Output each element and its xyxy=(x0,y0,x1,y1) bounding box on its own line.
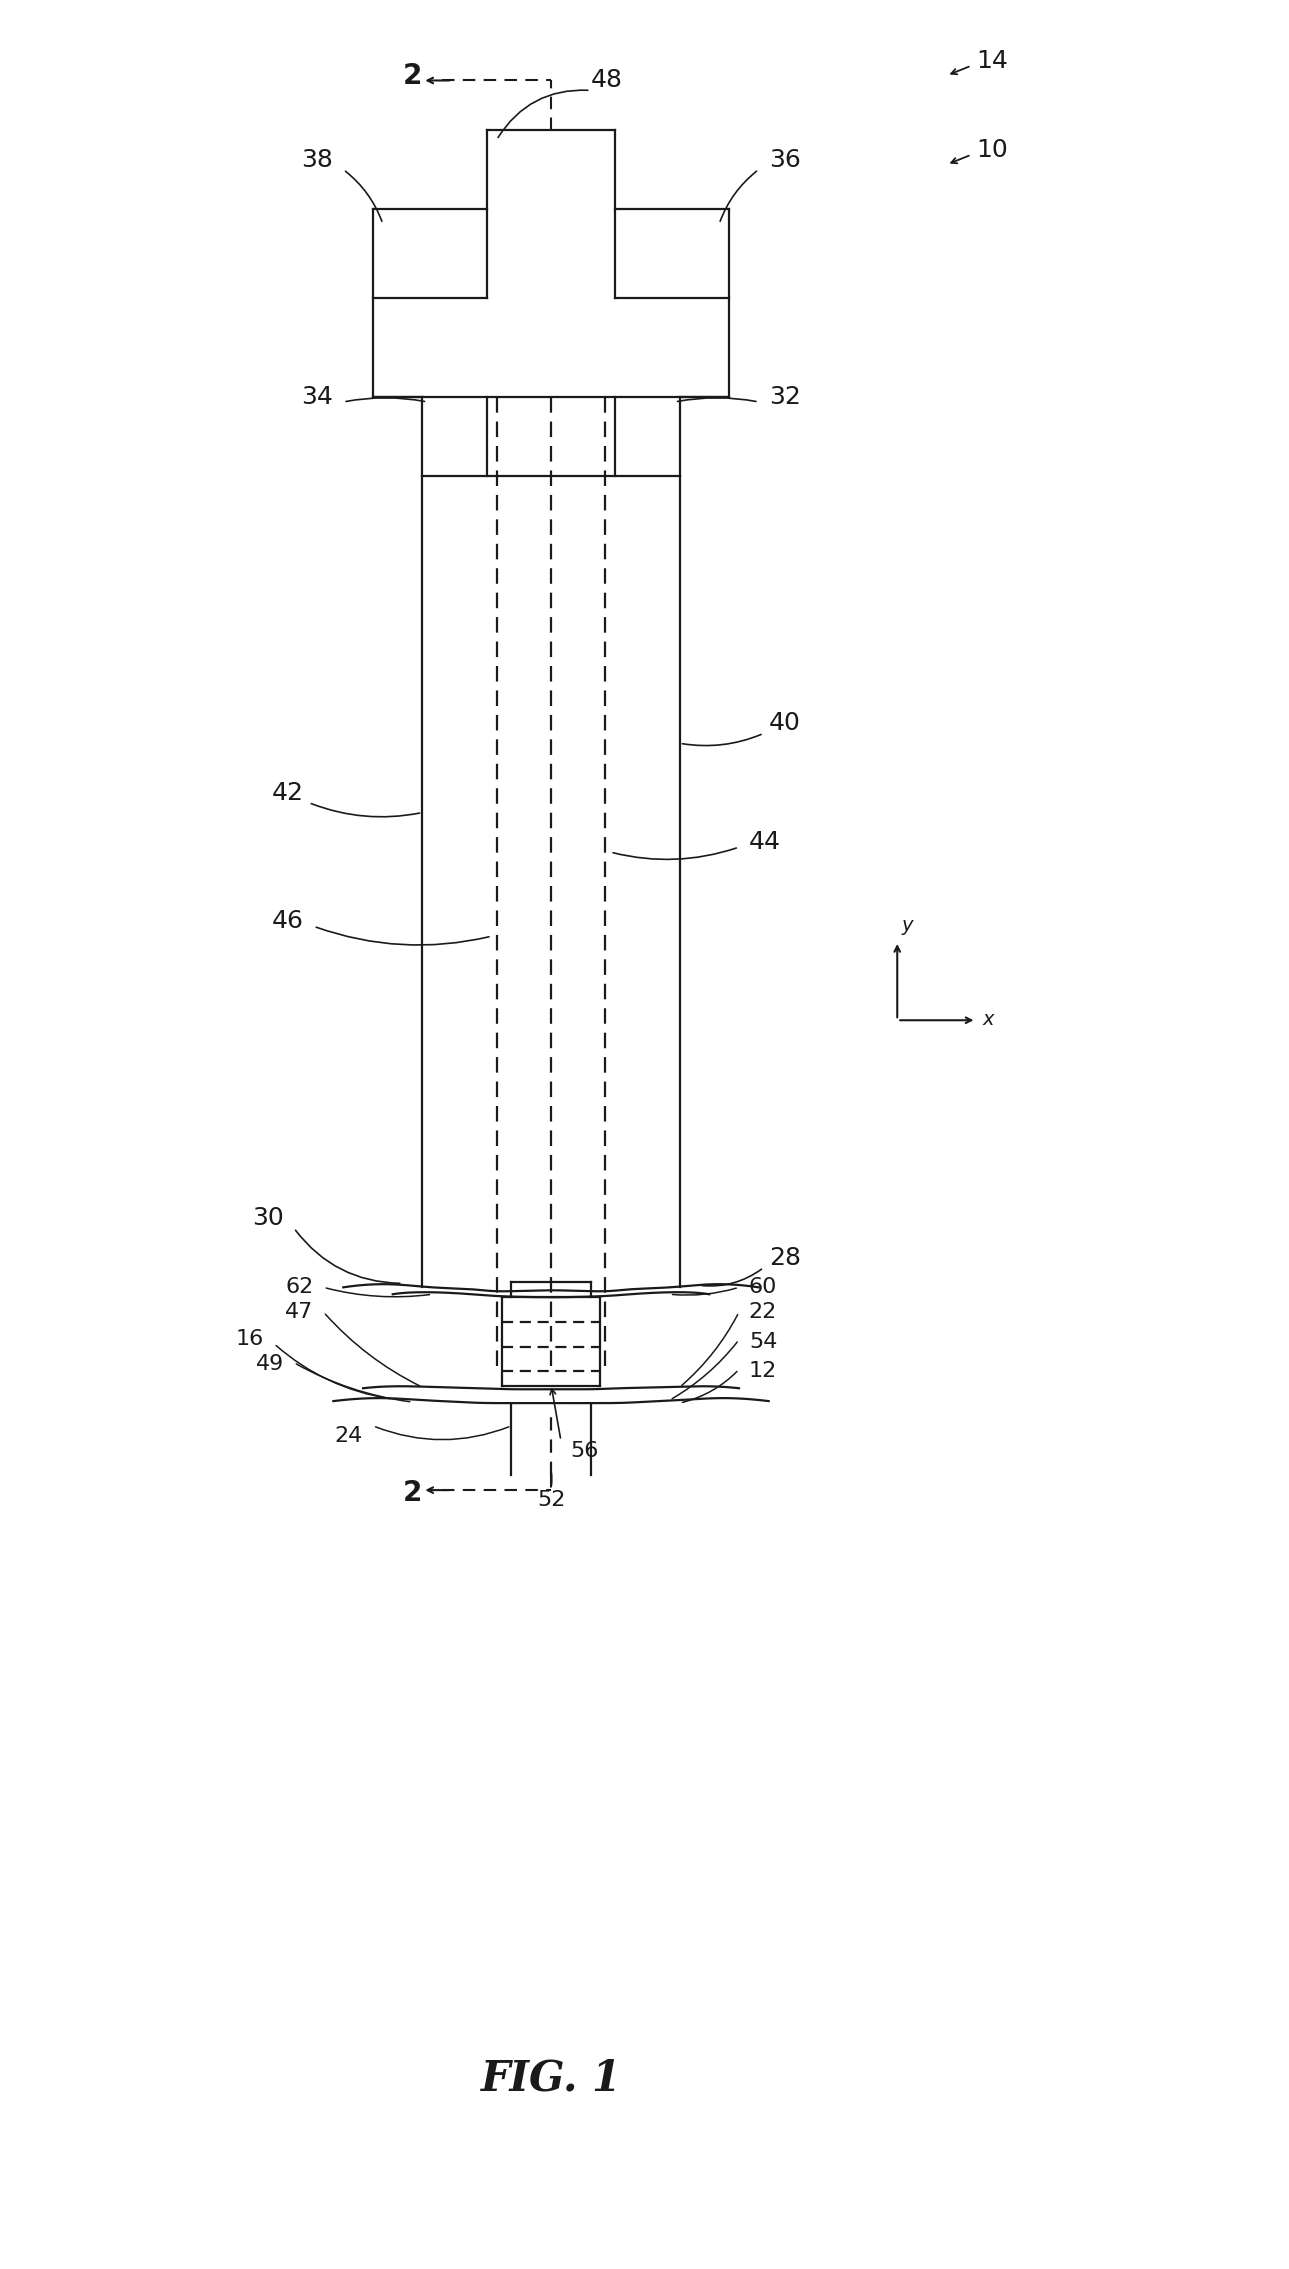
Text: 32: 32 xyxy=(768,386,800,408)
Text: 10: 10 xyxy=(976,138,1008,161)
Text: 36: 36 xyxy=(768,147,800,172)
Text: 22: 22 xyxy=(749,1302,777,1323)
Text: 52: 52 xyxy=(536,1491,565,1509)
Text: 49: 49 xyxy=(255,1355,284,1375)
Text: 24: 24 xyxy=(335,1425,363,1445)
Text: 16: 16 xyxy=(236,1330,264,1348)
Text: 38: 38 xyxy=(302,147,334,172)
Text: 28: 28 xyxy=(768,1246,800,1271)
Text: 14: 14 xyxy=(976,48,1008,73)
Text: 46: 46 xyxy=(272,910,304,933)
Text: y: y xyxy=(901,917,913,935)
Text: 34: 34 xyxy=(302,386,334,408)
Text: 40: 40 xyxy=(768,712,800,735)
Text: 12: 12 xyxy=(749,1361,777,1382)
Text: 54: 54 xyxy=(749,1332,777,1352)
Text: 2: 2 xyxy=(403,61,423,88)
Text: 47: 47 xyxy=(285,1302,313,1323)
Text: 2: 2 xyxy=(403,1479,423,1507)
Text: 60: 60 xyxy=(749,1277,777,1298)
Text: x: x xyxy=(982,1010,994,1030)
Text: 42: 42 xyxy=(272,781,304,805)
Text: FIG. 1: FIG. 1 xyxy=(481,2058,621,2099)
Text: 44: 44 xyxy=(749,830,781,853)
Text: 30: 30 xyxy=(253,1207,284,1230)
Text: 56: 56 xyxy=(571,1441,599,1461)
Text: 62: 62 xyxy=(285,1277,313,1298)
Text: 48: 48 xyxy=(590,68,623,93)
